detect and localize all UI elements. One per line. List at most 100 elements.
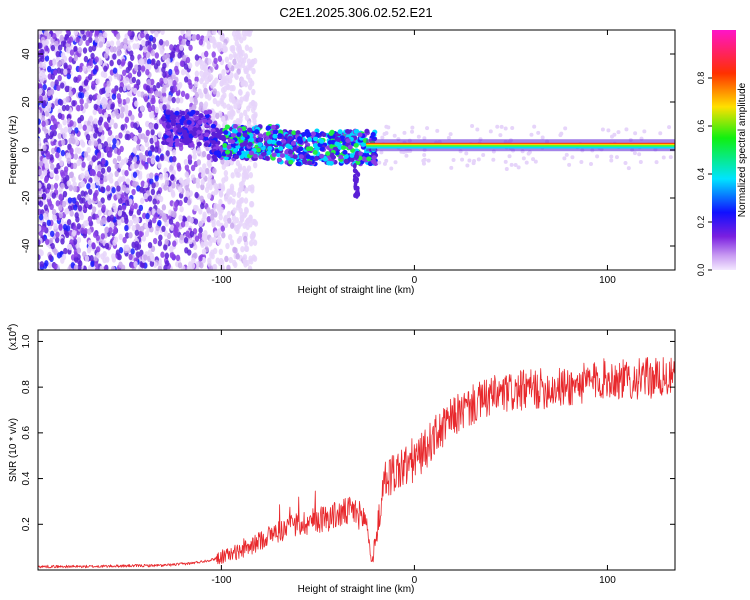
spectrogram-point (200, 183, 205, 191)
spectrogram-point (42, 193, 47, 200)
spectrogram-point (50, 81, 55, 88)
spectrogram-point (58, 224, 63, 231)
spectrogram-point (165, 52, 171, 60)
spectrogram-point (93, 132, 98, 139)
spectrogram-point (62, 132, 67, 139)
snr-y-tick-label: 1.0 (21, 334, 32, 348)
colorbar-gradient (712, 30, 736, 270)
spectrogram-point (559, 131, 564, 136)
spectrogram-point (174, 65, 179, 73)
spectrogram-point (65, 42, 71, 49)
spectrogram-point (52, 214, 57, 221)
spectrogram-point (142, 46, 148, 53)
spectrogram-point (105, 146, 110, 153)
spectrogram-point (267, 146, 273, 151)
spectrogram-point (145, 85, 151, 92)
spectrogram-point (61, 200, 67, 208)
spectrogram-point (471, 161, 476, 166)
spectrogram-point (38, 253, 41, 261)
spectrogram-point (131, 76, 137, 84)
spectrogram-point (82, 65, 87, 72)
spectrogram-point (91, 242, 96, 249)
spectrogram-point (243, 80, 249, 88)
spectrogram-point (158, 195, 164, 203)
spectrogram-point (44, 39, 49, 46)
spectrogram-point (198, 255, 203, 262)
spectrogram-point (54, 174, 60, 181)
spectrogram-point (292, 146, 298, 152)
spectrogram-point (79, 197, 84, 204)
spectrogram-point (227, 217, 232, 224)
spectrogram-point (109, 46, 115, 53)
spectrogram-point (198, 105, 203, 112)
spectrogram-point (197, 120, 203, 125)
spectrogram-point (533, 159, 538, 164)
spectrogram-point (250, 234, 255, 241)
spectrogram-point (95, 246, 101, 253)
spectrogram-point (252, 104, 257, 111)
spectrogram-point (251, 88, 256, 96)
spectrogram-point (173, 226, 178, 233)
spectrogram-point (100, 134, 105, 141)
spectrogram-point (72, 162, 78, 170)
spectrogram-point (163, 172, 169, 180)
spectrogram-point (108, 227, 113, 234)
spectrogram-point (204, 50, 209, 58)
spectrogram-point (154, 52, 160, 59)
spectrogram-point (150, 49, 156, 57)
snr-y-label: SNR (10 * v/v) (8, 418, 19, 482)
spectrogram-point (147, 45, 152, 53)
spectrogram-point (392, 133, 397, 138)
spectrogram-point (292, 154, 298, 160)
spectrogram-point (154, 31, 159, 38)
spectrogram-point (58, 204, 63, 211)
spectrogram-point (162, 71, 167, 78)
spectrogram-point (179, 97, 184, 104)
spectrogram-point (76, 104, 81, 112)
spectrogram-point (312, 136, 319, 142)
spectrogram-point (172, 85, 178, 93)
spectrogram-point (112, 228, 118, 235)
spectrogram-point (41, 62, 47, 70)
spectrogram-point (181, 129, 187, 135)
spectrogram-x-tick-label: -100 (211, 275, 231, 286)
spectrogram-point (171, 182, 176, 189)
spectrogram-point (203, 87, 208, 95)
spectrogram-point (87, 245, 93, 252)
spectrogram-point (116, 49, 122, 57)
spectrogram-point (73, 264, 79, 270)
spectrogram-point (212, 263, 218, 270)
spectrogram-point (88, 139, 93, 147)
spectrogram-point (117, 210, 123, 217)
spectrogram-point (49, 154, 54, 161)
spectrogram-point (244, 187, 249, 194)
spectrogram-point (357, 132, 363, 138)
spectrogram-point (298, 154, 304, 159)
spectrogram-point (536, 130, 541, 135)
spectrogram-point (130, 114, 135, 121)
spectrogram-point (356, 172, 361, 178)
spectrogram-point (44, 260, 49, 267)
spectrogram-point (204, 186, 210, 194)
spectrogram-point (73, 153, 79, 160)
spectrogram-point (48, 59, 54, 67)
spectrogram-point (357, 151, 363, 157)
spectrogram-point (467, 158, 472, 163)
spectrogram-point (41, 225, 46, 233)
spectrogram-point (42, 144, 47, 152)
spectrogram-point (150, 188, 156, 196)
spectrogram-point (75, 216, 80, 223)
spectrogram-point (169, 114, 175, 120)
spectrogram-point (188, 237, 193, 245)
spectrogram-point (126, 83, 131, 91)
spectrogram-point (65, 231, 70, 239)
spectrogram-point (242, 109, 248, 117)
spectrogram-point (94, 126, 99, 134)
spectrogram-point (60, 40, 66, 47)
spectrogram-point (213, 202, 218, 210)
spectrogram-point (91, 80, 96, 88)
spectrogram-point (337, 129, 343, 135)
spectrogram-point (194, 76, 199, 83)
spectrogram-point (77, 158, 83, 165)
spectrogram-point (226, 103, 231, 111)
